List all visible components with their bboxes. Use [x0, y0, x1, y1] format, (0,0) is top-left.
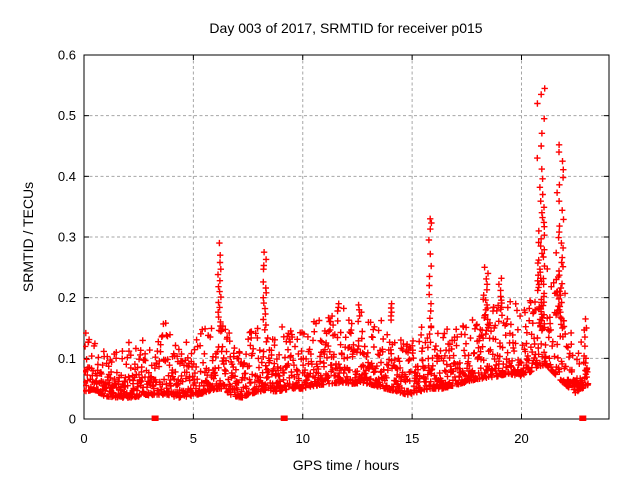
gridlines [84, 55, 609, 419]
tick-labels: 0 5 10 15 20 0 0.1 0.2 0.3 0.4 0.5 0.6 [58, 48, 529, 447]
x-axis-label: GPS time / hours [293, 457, 400, 473]
event-marker [579, 415, 587, 421]
x-tick-label: 15 [405, 431, 419, 446]
y-tick-label: 0.2 [58, 290, 76, 305]
y-axis-label: SRMTID / TECUs [20, 182, 36, 292]
y-tick-label: 0.3 [58, 230, 76, 245]
y-tick-label: 0.6 [58, 48, 76, 63]
x-tick-label: 0 [80, 431, 87, 446]
event-marker [151, 415, 159, 421]
x-tick-label: 20 [514, 431, 528, 446]
y-tick-label: 0 [69, 412, 76, 427]
plot-border [83, 54, 610, 420]
x-tick-label: 10 [296, 431, 310, 446]
event-marker [280, 415, 288, 421]
y-tick-label: 0.4 [58, 169, 76, 184]
y-tick-label: 0.5 [58, 108, 76, 123]
scatter-points [83, 85, 592, 401]
chart-title: Day 003 of 2017, SRMTID for receiver p01… [209, 20, 482, 36]
data-points-layer [83, 85, 592, 421]
y-tick-label: 0.1 [58, 351, 76, 366]
x-tick-label: 5 [190, 431, 197, 446]
